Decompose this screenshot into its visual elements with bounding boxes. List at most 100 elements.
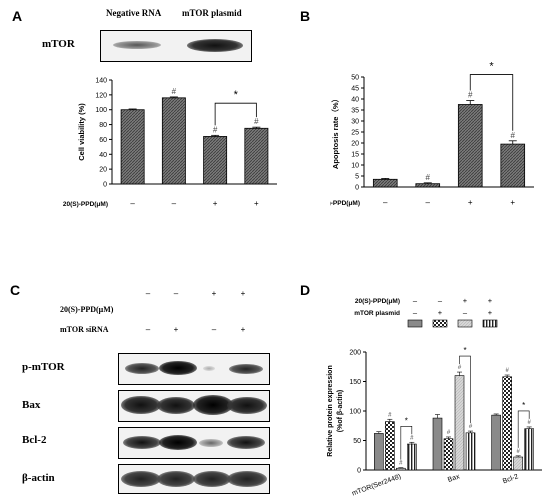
bar <box>432 417 443 471</box>
significance-marker: # <box>172 87 177 96</box>
bcl2-blot <box>118 427 270 459</box>
y-tick-label: 150 <box>349 379 361 386</box>
legend-swatch <box>407 319 423 328</box>
legend-swatch <box>432 319 448 328</box>
y-tick-label: 200 <box>349 350 361 357</box>
blot-band <box>125 363 159 374</box>
bar <box>457 104 483 188</box>
x-category-label: mTOR(Ser2448) <box>351 473 402 497</box>
row-label-ppd: 20(S)-PPD(μM) <box>60 305 114 314</box>
y-tick-label: 10 <box>351 163 359 170</box>
p-mtor-blot <box>118 353 270 385</box>
y-tick-label: 120 <box>95 92 107 99</box>
panel-c-letter: C <box>10 282 21 298</box>
bar <box>396 467 406 471</box>
bar <box>372 178 398 188</box>
y-tick-label: 0 <box>355 185 359 192</box>
significance-marker: # <box>516 449 520 455</box>
significance-marker: # <box>527 420 531 426</box>
cell-viability-chart: 0 20 40 60 80 100 120 140 Cell viability (%) # # # *… <box>63 78 277 208</box>
blot-band <box>187 39 243 52</box>
y-tick-label: 40 <box>99 152 107 159</box>
significance-bracket <box>469 74 514 131</box>
significance-bracket <box>214 102 257 126</box>
blot-header-negative-rna: Negative RNA <box>106 8 162 18</box>
bar <box>120 109 145 185</box>
legend-sign: + <box>463 296 468 305</box>
y-axis-title: Apoptosis rate（%） <box>330 95 340 169</box>
blot-band <box>157 471 195 487</box>
legend-sign: + <box>488 308 493 317</box>
x-category-label: Bcl-2 <box>502 473 519 485</box>
blot-band <box>229 364 263 374</box>
sign: – <box>173 289 179 298</box>
significance-marker: # <box>399 461 403 467</box>
blot-band <box>157 397 195 414</box>
blot-band <box>227 436 265 449</box>
significance-star: * <box>234 89 239 101</box>
legend-sign: + <box>488 296 493 305</box>
beta-actin-blot <box>118 464 270 494</box>
legend-row-label: mTOR plasmid <box>354 310 400 317</box>
bar <box>161 97 186 185</box>
condition-sign: + <box>254 199 259 208</box>
blot-band <box>193 395 233 415</box>
blot-band <box>159 435 197 450</box>
blot-band <box>123 436 161 449</box>
condition-sign: – <box>383 198 388 207</box>
legend-sign: + <box>438 308 443 317</box>
y-tick-label: 60 <box>99 137 107 144</box>
sign: + <box>240 289 246 298</box>
sign: – <box>145 289 151 298</box>
blot-header-mtor-plasmid: mTOR plasmid <box>182 8 242 18</box>
bax-blot <box>118 390 270 422</box>
legend-sign: – <box>413 296 418 305</box>
y-tick-label: 30 <box>351 119 359 126</box>
blot-band <box>113 41 161 49</box>
significance-marker: # <box>468 91 473 100</box>
y-axis-title: Cell viability (%) <box>77 103 86 161</box>
y-tick-label: 15 <box>351 152 359 159</box>
blot-label-bax: Bax <box>22 399 41 411</box>
y-tick-label: 50 <box>353 438 361 445</box>
sign: + <box>211 289 217 298</box>
sign: + <box>240 325 246 334</box>
bar <box>407 443 417 471</box>
condition-sign: – <box>426 198 431 207</box>
x-category-label: Bax <box>447 473 461 484</box>
bar <box>374 433 384 471</box>
panel-b-letter: B <box>300 8 311 24</box>
panel-d-letter: D <box>300 282 311 298</box>
apoptosis-rate-chart: 0 5 10 15 20 25 30 35 40 45 50 Apoptosis rate（%） # # #… <box>330 61 534 207</box>
blot-band <box>227 397 267 414</box>
bar <box>513 456 523 471</box>
blot-label-bcl2: Bcl-2 <box>22 434 47 446</box>
legend-swatch <box>482 319 498 328</box>
significance-star: * <box>463 346 466 355</box>
y-tick-label: 45 <box>351 86 359 93</box>
legend-sign: – <box>438 296 443 305</box>
blot-label-beta-actin: β-actin <box>22 472 55 484</box>
sign: – <box>145 325 151 334</box>
sign: – <box>211 325 217 334</box>
y-axis-title-line2: (%of β-actin) <box>337 390 344 432</box>
legend-sign: – <box>413 308 418 317</box>
y-tick-label: 100 <box>95 107 107 114</box>
bar <box>524 428 534 471</box>
significance-star: * <box>522 401 525 410</box>
bar <box>244 127 269 185</box>
legend-sign: – <box>463 308 468 317</box>
blot-band <box>193 471 231 487</box>
y-tick-label: 35 <box>351 108 359 115</box>
legend-row-label: 20(S)-PPD(μM) <box>355 298 400 305</box>
y-tick-label: 0 <box>103 182 107 189</box>
legend-swatch <box>457 319 473 328</box>
blot-band <box>121 471 161 487</box>
significance-marker: # <box>505 368 509 374</box>
condition-sign: – <box>130 199 135 208</box>
row-label-mtor-sirna: mTOR siRNA <box>60 325 109 334</box>
y-tick-label: 50 <box>351 75 359 82</box>
bar <box>415 183 441 188</box>
y-tick-label: 80 <box>99 122 107 129</box>
significance-marker: # <box>458 365 462 371</box>
